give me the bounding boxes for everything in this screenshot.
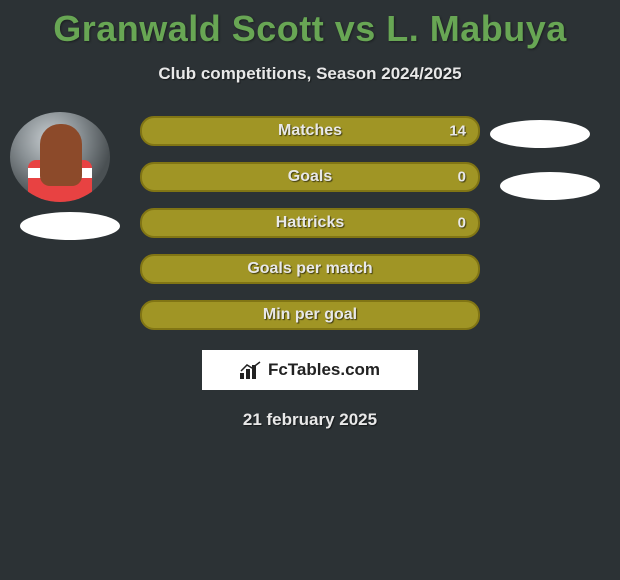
stat-value: 14 — [449, 123, 466, 140]
stat-label: Min per goal — [263, 306, 357, 324]
comparison-card: { "title": "Granwald Scott vs L. Mabuya"… — [0, 0, 620, 580]
avatar-stripe — [28, 168, 92, 178]
stat-bars: Matches 14 Goals 0 Hattricks 0 Goals per… — [140, 116, 480, 346]
brand-text: FcTables.com — [268, 360, 380, 380]
stat-label: Goals per match — [247, 260, 372, 278]
stat-label: Goals — [288, 168, 332, 186]
stat-label: Hattricks — [276, 214, 344, 232]
stat-bar-goals-per-match: Goals per match — [140, 254, 480, 284]
stat-bar-matches: Matches 14 — [140, 116, 480, 146]
brand-logo[interactable]: FcTables.com — [202, 350, 418, 390]
page-title: Granwald Scott vs L. Mabuya — [0, 0, 620, 50]
player-avatar-left — [10, 112, 110, 202]
placeholder-oval-left — [20, 212, 120, 240]
stat-value: 0 — [458, 215, 466, 232]
stat-bar-min-per-goal: Min per goal — [140, 300, 480, 330]
chart-icon — [240, 361, 262, 379]
stat-label: Matches — [278, 122, 342, 140]
date-text: 21 february 2025 — [0, 410, 620, 430]
stat-bar-hattricks: Hattricks 0 — [140, 208, 480, 238]
compare-area: Matches 14 Goals 0 Hattricks 0 Goals per… — [0, 102, 620, 332]
placeholder-oval-right-1 — [490, 120, 590, 148]
placeholder-oval-right-2 — [500, 172, 600, 200]
subtitle: Club competitions, Season 2024/2025 — [0, 64, 620, 84]
stat-value: 0 — [458, 169, 466, 186]
stat-bar-goals: Goals 0 — [140, 162, 480, 192]
avatar-jersey — [28, 160, 92, 202]
